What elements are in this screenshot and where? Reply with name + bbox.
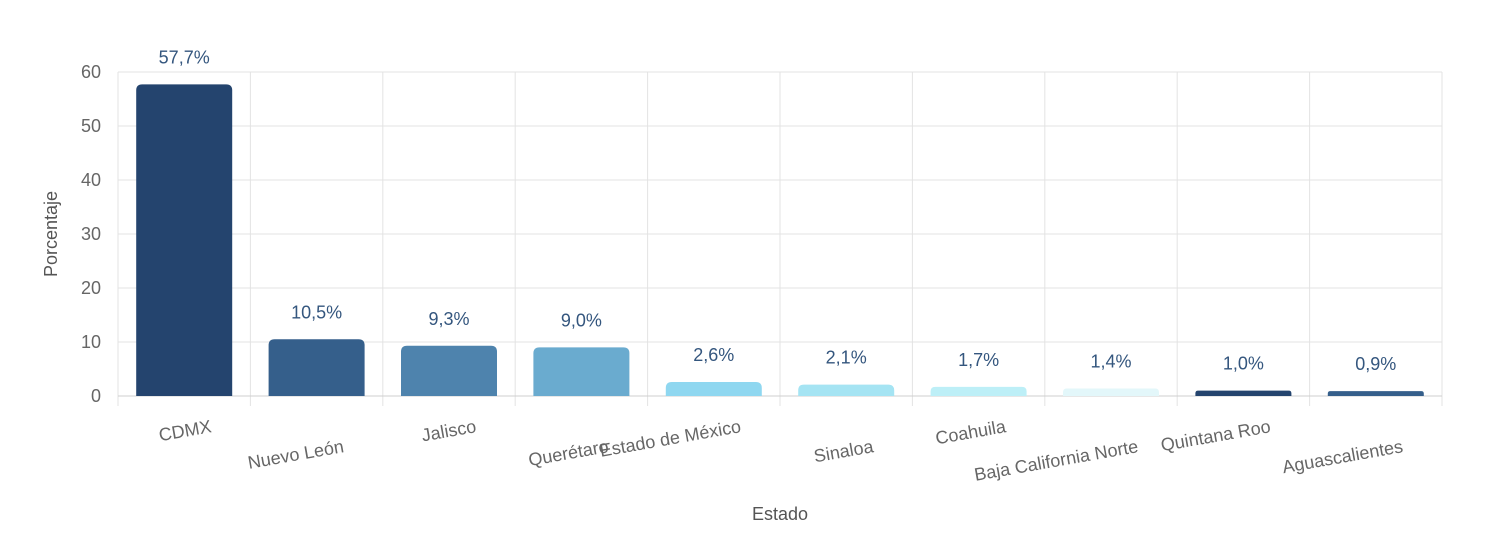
bar[interactable] [136, 84, 233, 397]
bar[interactable] [533, 347, 630, 396]
data-label: 0,9% [1355, 354, 1396, 374]
bars [136, 84, 1424, 397]
bar[interactable] [665, 381, 762, 396]
y-tick-label: 50 [81, 116, 101, 136]
bar[interactable] [930, 386, 1027, 396]
bar[interactable] [798, 384, 895, 396]
data-label: 1,4% [1090, 351, 1131, 371]
y-axis: 0 10 20 30 40 50 60 [81, 62, 101, 406]
y-tick-label: 20 [81, 278, 101, 298]
x-tick-label: Nuevo León [246, 436, 345, 473]
bar[interactable] [1195, 390, 1292, 396]
data-label: 1,7% [958, 350, 999, 370]
data-label: 2,1% [826, 348, 867, 368]
data-label: 57,7% [159, 47, 210, 67]
data-label: 10,5% [291, 302, 342, 322]
y-tick-label: 40 [81, 170, 101, 190]
data-label: 1,0% [1223, 354, 1264, 374]
data-labels: 57,7% 10,5% 9,3% 9,0% 2,6% 2,1% 1,7% 1,4% 1,0% 0,… [159, 47, 1397, 374]
y-tick-label: 60 [81, 62, 101, 82]
x-tick-label: Aguascalientes [1281, 436, 1405, 477]
x-tick-label: CDMX [157, 416, 213, 445]
data-label: 9,3% [428, 309, 469, 329]
data-label: 2,6% [693, 345, 734, 365]
bar[interactable] [1063, 388, 1159, 396]
x-tick-label: Sinaloa [812, 436, 876, 466]
x-tick-label: Baja California Norte [973, 436, 1140, 485]
y-tick-label: 10 [81, 332, 101, 352]
x-axis-title: Estado [752, 504, 808, 524]
x-tick-label: Estado de México [598, 416, 742, 461]
y-tick-label: 30 [81, 224, 101, 244]
data-label: 9,0% [561, 310, 602, 330]
x-tick-label: Jalisco [420, 416, 478, 445]
bar[interactable] [268, 339, 365, 396]
x-tick-label: Quintana Roo [1159, 416, 1272, 455]
bar[interactable] [401, 345, 497, 396]
y-axis-title: Porcentaje [41, 191, 61, 277]
x-tick-label: Coahuila [934, 416, 1008, 448]
y-tick-label: 0 [91, 386, 101, 406]
bar[interactable] [1327, 391, 1424, 396]
